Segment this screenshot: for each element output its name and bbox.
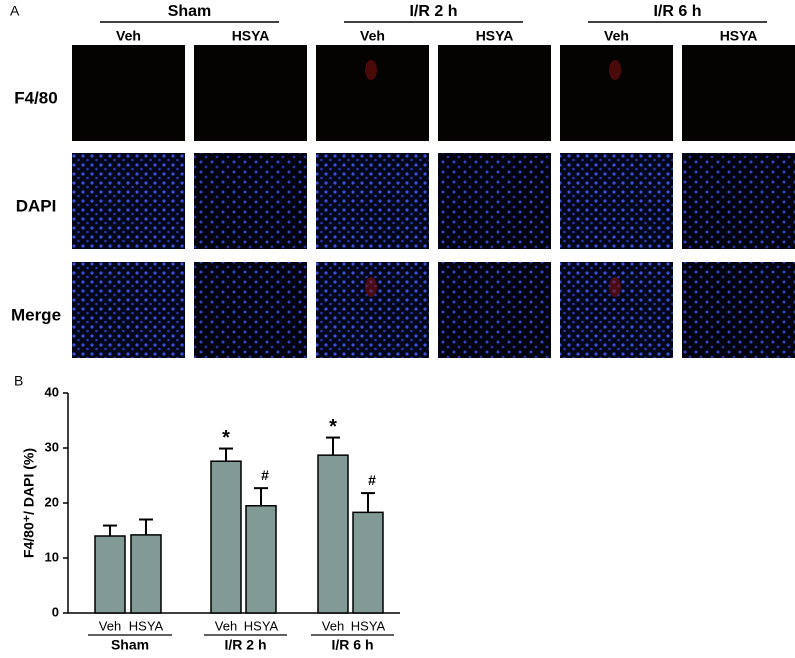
- micrograph: [438, 262, 551, 358]
- x-group-label: I/R 2 h: [224, 637, 266, 653]
- x-tick-label: HSYA: [244, 618, 279, 633]
- micrograph: [438, 153, 551, 249]
- x-tick-label: HSYA: [129, 618, 164, 633]
- micrograph: [72, 153, 185, 249]
- x-tick-label: HSYA: [351, 618, 386, 633]
- group-label: Sham: [168, 3, 212, 20]
- significance-mark: *: [329, 416, 337, 438]
- red-stain: [365, 60, 377, 80]
- significance-mark: #: [261, 467, 269, 483]
- micrograph: [560, 153, 673, 249]
- bar: [352, 511, 384, 614]
- row-label: DAPI: [16, 196, 57, 215]
- micrograph: [560, 45, 673, 141]
- bar: [210, 460, 242, 614]
- y-tick-label: 40: [45, 384, 59, 399]
- row-label: F4/80: [14, 88, 57, 107]
- significance-mark: *: [222, 427, 230, 449]
- row-label: Merge: [11, 305, 61, 324]
- micrograph: [316, 45, 429, 141]
- y-axis-label: F4/80⁺/ DAPI (%): [21, 448, 37, 558]
- significance-mark: #: [368, 472, 376, 488]
- group-label: I/R 2 h: [409, 3, 457, 20]
- micrograph: [194, 45, 307, 141]
- bar: [130, 534, 162, 614]
- bar: [245, 505, 277, 614]
- micrograph: [72, 262, 185, 358]
- x-group-label: I/R 6 h: [331, 637, 373, 653]
- y-tick-label: 10: [45, 549, 59, 564]
- red-stain: [365, 277, 377, 297]
- micrograph: [682, 45, 795, 141]
- x-tick-label: Veh: [99, 618, 121, 633]
- x-tick-label: Veh: [215, 618, 237, 633]
- column-label: Veh: [360, 28, 385, 44]
- micrograph: [560, 262, 673, 358]
- micrograph: [194, 262, 307, 358]
- micrograph: [438, 45, 551, 141]
- y-tick-label: 30: [45, 439, 59, 454]
- micrograph: [316, 153, 429, 249]
- x-group-label: Sham: [111, 637, 149, 653]
- column-label: HSYA: [720, 28, 758, 44]
- panel-label: A: [10, 3, 20, 19]
- red-stain: [609, 277, 621, 297]
- x-tick-label: Veh: [322, 618, 344, 633]
- y-tick-label: 20: [45, 494, 59, 509]
- column-label: HSYA: [232, 28, 270, 44]
- micrograph: [682, 262, 795, 358]
- red-stain: [609, 60, 621, 80]
- column-label: HSYA: [476, 28, 514, 44]
- column-label: Veh: [116, 28, 141, 44]
- column-label: Veh: [604, 28, 629, 44]
- group-label: I/R 6 h: [653, 3, 701, 20]
- micrograph: [194, 153, 307, 249]
- micrograph: [72, 45, 185, 141]
- y-tick-label: 0: [52, 604, 59, 619]
- bar: [317, 454, 349, 614]
- bar: [94, 535, 126, 614]
- micrograph: [682, 153, 795, 249]
- micrograph: [316, 262, 429, 358]
- panel-label: B: [14, 373, 23, 389]
